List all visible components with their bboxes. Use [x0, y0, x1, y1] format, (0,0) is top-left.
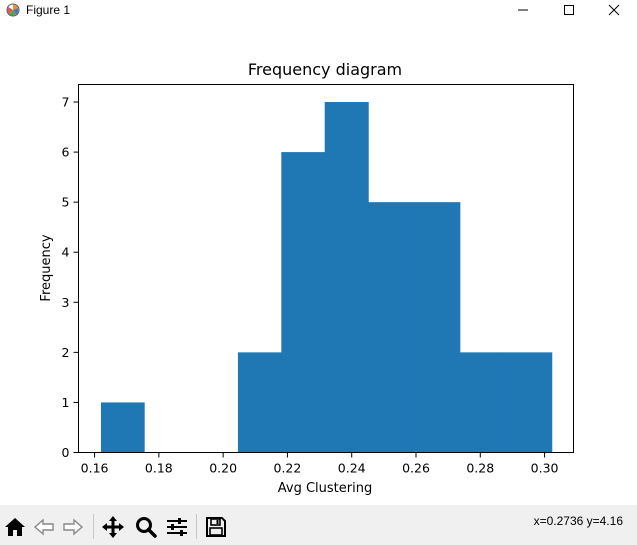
window-title: Figure 1 [26, 3, 71, 17]
x-tick-label: 0.26 [402, 461, 430, 476]
y-tick-label: 6 [62, 145, 70, 160]
histogram-bar [503, 352, 553, 453]
forward-button[interactable] [59, 513, 86, 540]
x-axis-label: Avg Clustering [278, 481, 372, 496]
move-icon [101, 515, 124, 538]
histogram-bar [281, 152, 326, 453]
y-tick-label: 7 [62, 95, 70, 110]
histogram-bar [460, 352, 504, 453]
pan-button[interactable] [99, 513, 126, 540]
x-tick-label: 0.30 [531, 461, 559, 476]
back-button[interactable] [30, 513, 57, 540]
x-tick-label: 0.20 [209, 461, 237, 476]
arrow-right-icon [62, 517, 83, 536]
figure-canvas[interactable]: Frequency diagram 0.16 0.18 0.20 0.22 0.24 0.… [0, 20, 637, 505]
minimize-button[interactable] [500, 0, 546, 20]
histogram-chart: Frequency diagram 0.16 0.18 0.20 0.22 0.24 0.… [39, 60, 574, 496]
minimize-icon [518, 9, 528, 11]
matplotlib-logo-icon [6, 3, 20, 17]
chart-title: Frequency diagram [248, 60, 402, 79]
sliders-icon [166, 517, 187, 536]
histogram-bar [324, 102, 369, 453]
histogram-bar [368, 202, 413, 453]
y-tick-label: 3 [62, 295, 70, 310]
toolbar-separator [93, 514, 94, 539]
window-titlebar: Figure 1 [0, 0, 637, 20]
x-tick-label: 0.24 [338, 461, 366, 476]
navigation-toolbar [0, 505, 637, 545]
close-icon [608, 4, 620, 16]
y-axis-label: Frequency [39, 234, 54, 301]
axes-frame [78, 84, 574, 453]
home-button[interactable] [1, 513, 28, 540]
histogram-bar [101, 402, 145, 453]
configure-subplots-button[interactable] [163, 513, 190, 540]
x-tick-label: 0.16 [81, 461, 109, 476]
close-button[interactable] [591, 0, 637, 20]
histogram-bar [237, 352, 282, 453]
y-tick-label: 4 [62, 245, 70, 260]
home-icon [4, 517, 25, 536]
y-tick-label: 2 [62, 345, 70, 360]
y-tick-label: 5 [62, 195, 70, 210]
arrow-left-icon [33, 517, 54, 536]
maximize-icon [564, 5, 574, 15]
save-button[interactable] [202, 513, 229, 540]
floppy-icon [205, 516, 226, 537]
toolbar-separator [196, 514, 197, 539]
histogram-bar [411, 202, 461, 453]
maximize-button[interactable] [546, 0, 592, 20]
x-tick-label: 0.22 [274, 461, 302, 476]
zoom-button[interactable] [132, 513, 159, 540]
y-tick-label: 0 [62, 445, 70, 460]
x-tick-label: 0.28 [466, 461, 494, 476]
magnifier-icon [135, 516, 157, 538]
x-tick-label: 0.18 [145, 461, 173, 476]
y-tick-label: 1 [62, 395, 70, 410]
cursor-coordinates: x=0.2736 y=4.16 [533, 514, 623, 528]
